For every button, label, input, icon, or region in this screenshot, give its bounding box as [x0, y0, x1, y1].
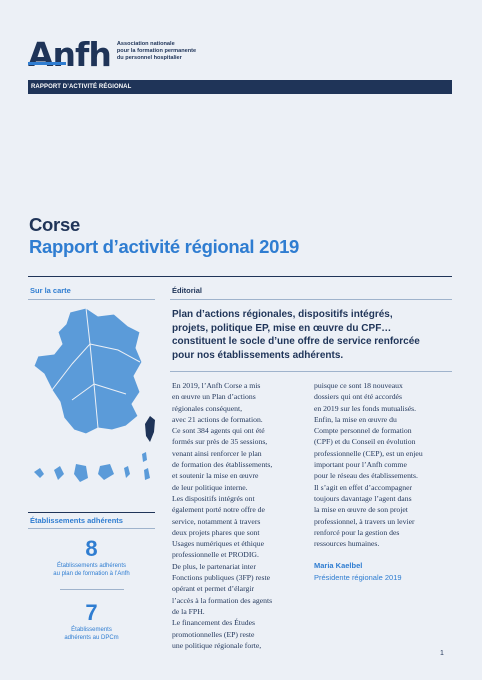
paragraph-line: et soutenir la mise en œuvre: [172, 471, 259, 481]
paragraph-line: service, notamment à travers: [172, 516, 261, 526]
paragraph-line: régionales conséquent,: [172, 403, 243, 413]
paragraph-line: dossiers qui ont été accordés: [314, 392, 402, 402]
paragraph-line: avec 21 actions de formation.: [172, 414, 263, 424]
paragraph-line: toujours davantage l’agent dans: [314, 493, 412, 503]
divider: [28, 299, 155, 300]
editorial-column-2: puisque ce sont 18 nouveaux dossiers qui …: [314, 380, 423, 583]
anfh-logo: Anfh Association nationale pour la forma…: [28, 35, 217, 74]
paragraph-line: formés sur près de 35 sessions,: [172, 437, 268, 447]
logo-tagline: Association nationale pour la formation …: [117, 41, 217, 62]
kpi-value: 8: [85, 536, 98, 561]
paragraph-line: Les dispositifs intégrés ont: [172, 493, 255, 503]
divider: [170, 371, 452, 372]
report-banner: RAPPORT D’ACTIVITÉ RÉGIONAL: [28, 80, 452, 94]
paragraph-line: en 2019 sur les fonds mutualisés.: [314, 403, 417, 413]
editorial-lead: Plan d’actions régionales, dispositifs i…: [172, 308, 422, 362]
divider: [28, 512, 155, 513]
paragraph-line: en œuvre un Plan d’actions: [172, 392, 256, 402]
martinique-shape: [54, 466, 64, 480]
paragraph-line: venant ainsi renforcer le plan: [172, 448, 262, 458]
lead-line: projets, politique EP, mise en œuvre du …: [172, 322, 392, 334]
paragraph-line: Le financement des Études: [172, 618, 256, 628]
paragraph-line: Il s’agit en effet d’accompagner: [314, 482, 413, 492]
signature-role: Présidente régionale 2019: [314, 572, 402, 582]
page-number: 1: [440, 650, 444, 657]
reunion-shape: [98, 464, 114, 480]
lead-line: pour nos établissements adhérents.: [172, 349, 344, 361]
kpi-dpcm: 7 Établissements adhérents au DPCm: [28, 601, 155, 642]
guyane-shape: [74, 464, 88, 482]
kpi-label: Établissements adhérents au DPCm: [64, 627, 119, 641]
paragraph-line: pour le réseau des établissements.: [314, 471, 418, 481]
map-heading: Sur la carte: [30, 286, 71, 295]
paragraph-line: puisque ce sont 18 nouveaux: [314, 381, 403, 390]
paragraph-line: (CPF) et du Conseil en évolution: [314, 437, 416, 447]
paragraph-line: professionnelle (CEP), est un enjeu: [314, 448, 423, 458]
paragraph-line: ressources humaines.: [314, 539, 380, 549]
paragraph-line: Ce sont 384 agents qui ont été: [172, 426, 265, 436]
mainland-france-shape: [33, 307, 143, 435]
paragraph-line: de leur politique interne.: [172, 482, 248, 492]
paragraph-line: promotionnelles (EP) reste: [172, 629, 255, 639]
editorial-heading: Éditorial: [172, 286, 203, 295]
paragraph-line: Compte personnel de formation: [314, 426, 412, 436]
paragraph-line: En 2019, l’Anfh Corse a mis: [172, 381, 261, 390]
paragraph-line: deux projets phares que sont: [172, 527, 260, 537]
kpi-plan-formation: 8 Établissements adhérents au plan de fo…: [28, 537, 155, 578]
spm-shape: [142, 452, 150, 480]
paragraph-line: professionnel, à travers un levier: [314, 516, 415, 526]
paragraph-line: de la FPH.: [172, 606, 205, 616]
kpi-value: 7: [85, 600, 98, 625]
paragraph-line: Enfin, la mise en œuvre du: [314, 414, 397, 424]
paragraph-line: important pour l’Anfh comme: [314, 460, 407, 470]
guadeloupe-shape: [34, 468, 44, 478]
section-divider: [28, 276, 452, 277]
lead-line: Plan d’actions régionales, dispositifs i…: [172, 309, 393, 320]
paragraph-line: également porté notre offre de: [172, 505, 265, 515]
signature-name: Maria Kaelbel: [314, 561, 363, 571]
lead-line: constituent le socle d’une offre de serv…: [172, 336, 420, 347]
paragraph-line: De plus, le partenariat inter: [172, 561, 256, 571]
france-regions-map: [33, 307, 155, 482]
logo-accent-bar: [28, 62, 66, 65]
page-title: Corse: [29, 214, 80, 235]
paragraph-line: renforcé pour la gestion des: [314, 527, 400, 537]
editorial-column-1: En 2019, l’Anfh Corse a mis en œuvre un P…: [172, 380, 272, 651]
paragraph-line: de formation des établissements,: [172, 460, 273, 470]
paragraph-line: Usages numériques et éthique: [172, 539, 265, 549]
mayotte-shape: [124, 466, 130, 478]
kpi-divider: [60, 589, 124, 590]
tagline-line: pour la formation permanente: [116, 48, 197, 54]
tagline-line: du personnel hospitalier: [116, 55, 182, 61]
logo-wordmark: Anfh: [28, 35, 112, 74]
divider: [170, 299, 452, 300]
paragraph-line: opérant et permet d’élargir: [172, 584, 255, 594]
paragraph-line: la mise en œuvre de son projet: [314, 505, 408, 515]
divider: [28, 528, 155, 529]
corsica-shape: [145, 416, 155, 442]
tagline-line: Association nationale: [116, 41, 175, 47]
paragraph-line: Fonctions publiques (3FP) reste: [172, 573, 271, 583]
kpi-label: Établissements adhérents au plan de form…: [53, 563, 130, 577]
paragraph-line: l’accès à la formation des agents: [172, 595, 273, 605]
paragraph-line: professionnelle et PRODIG.: [172, 550, 259, 560]
page-subtitle: Rapport d’activité régional 2019: [29, 236, 300, 257]
establishments-heading: Établissements adhérents: [30, 516, 123, 525]
paragraph-line: une politique régionale forte,: [172, 640, 262, 650]
